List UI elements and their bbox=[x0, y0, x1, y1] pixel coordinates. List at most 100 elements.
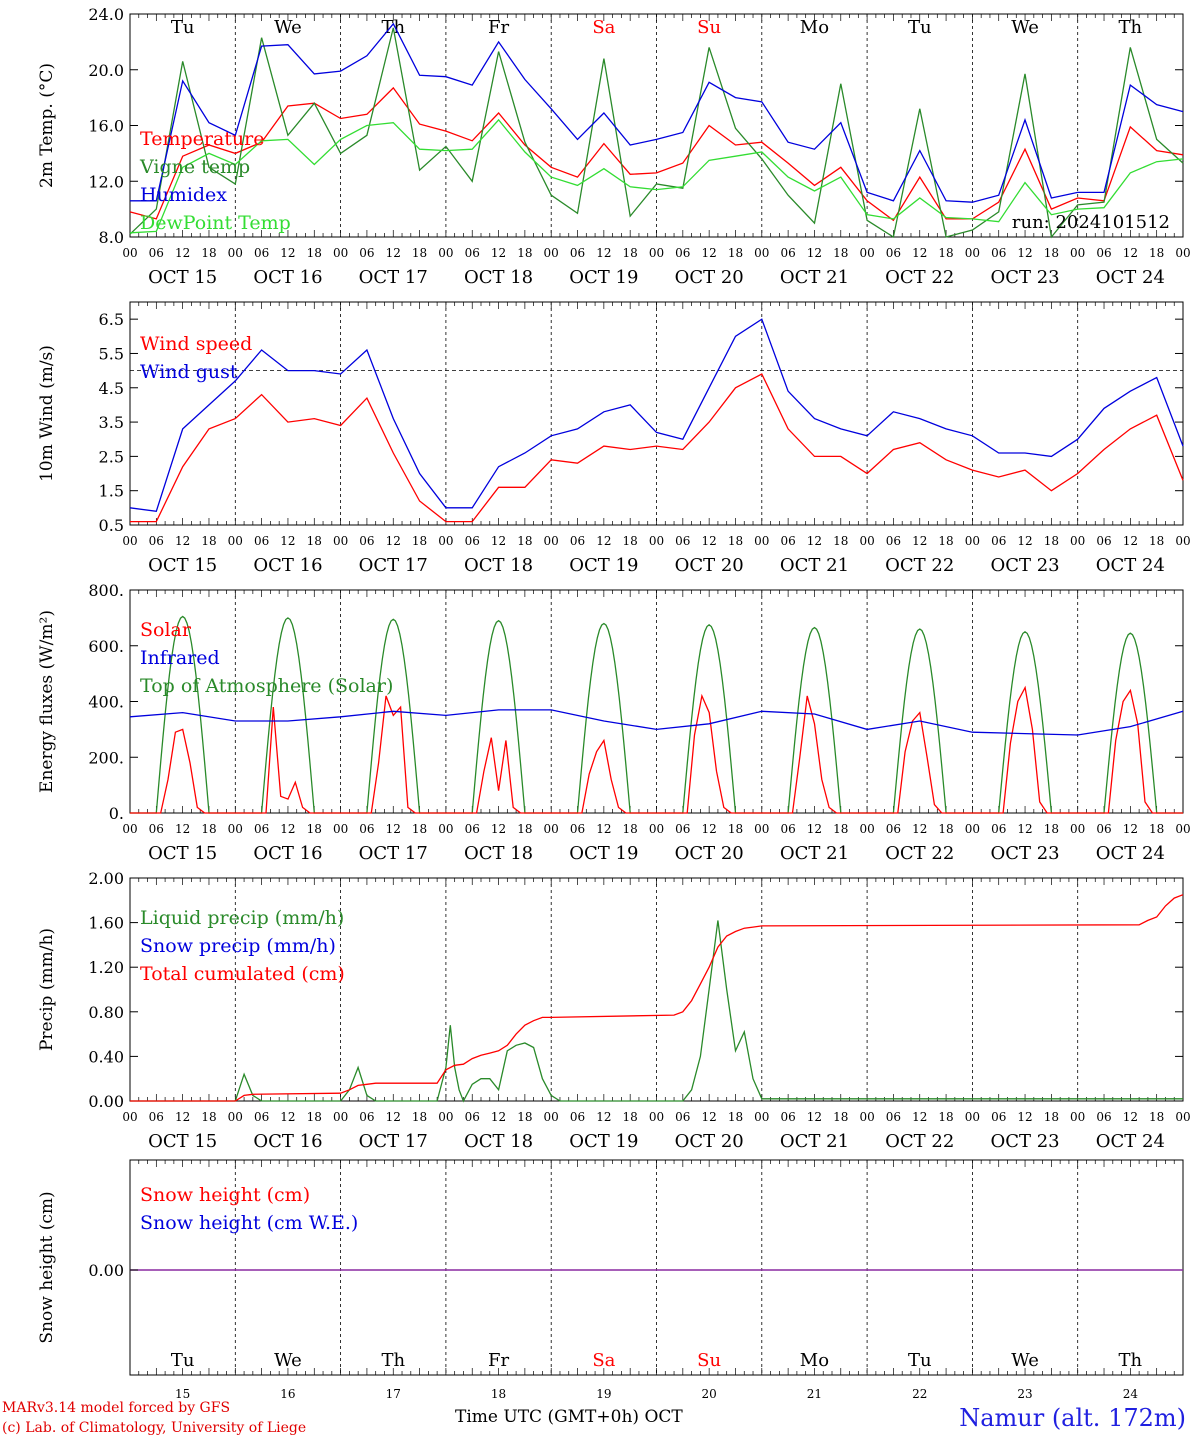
hour-tick-label: 18 bbox=[1149, 246, 1164, 260]
hour-tick-label: 06 bbox=[991, 246, 1006, 260]
legend-entry: DewPoint Temp bbox=[140, 212, 291, 234]
weekday-label: We bbox=[274, 1350, 302, 1371]
hour-tick-label: 18 bbox=[201, 1110, 216, 1124]
hour-tick-label: 00 bbox=[122, 246, 137, 260]
y-tick-label: 6.5 bbox=[99, 310, 124, 329]
hour-tick-label: 06 bbox=[780, 822, 795, 836]
panel-frame-2 bbox=[129, 301, 1184, 526]
hour-tick-label: 12 bbox=[491, 534, 506, 548]
hour-tick-label: 12 bbox=[280, 822, 295, 836]
hour-tick-label: 00 bbox=[1175, 246, 1190, 260]
y-tick-label: 0.40 bbox=[88, 1047, 124, 1066]
hour-tick-label: 06 bbox=[886, 822, 901, 836]
weekday-label: Fr bbox=[488, 17, 509, 38]
hour-tick-label: 18 bbox=[201, 246, 216, 260]
hour-tick-label: 18 bbox=[517, 246, 532, 260]
hour-tick-label: 18 bbox=[728, 1110, 743, 1124]
date-label: OCT 18 bbox=[464, 843, 533, 864]
y-tick-label: 0. bbox=[109, 804, 124, 823]
hour-tick-label: 06 bbox=[359, 822, 374, 836]
weekday-label: Mo bbox=[800, 1350, 829, 1371]
hour-tick-label: 00 bbox=[649, 534, 664, 548]
date-label: OCT 18 bbox=[464, 555, 533, 576]
day-number: 18 bbox=[491, 1387, 506, 1401]
date-label: OCT 22 bbox=[885, 1131, 954, 1152]
hour-tick-label: 12 bbox=[912, 246, 927, 260]
date-label: OCT 17 bbox=[359, 1131, 428, 1152]
hour-tick-label: 18 bbox=[938, 534, 953, 548]
hour-tick-label: 00 bbox=[228, 534, 243, 548]
hour-tick-label: 18 bbox=[517, 534, 532, 548]
hour-tick-label: 18 bbox=[623, 246, 638, 260]
legend-entry: Vigne temp bbox=[139, 156, 250, 178]
series-line bbox=[129, 709, 1184, 736]
hour-tick-label: 00 bbox=[965, 246, 980, 260]
date-label: OCT 22 bbox=[885, 267, 954, 288]
hour-tick-label: 06 bbox=[149, 822, 164, 836]
hour-tick-label: 12 bbox=[386, 822, 401, 836]
hour-tick-label: 00 bbox=[228, 246, 243, 260]
hour-tick-label: 18 bbox=[833, 246, 848, 260]
hour-tick-label: 18 bbox=[1149, 534, 1164, 548]
hour-tick-label: 06 bbox=[675, 822, 690, 836]
hour-tick-label: 06 bbox=[991, 822, 1006, 836]
series-line bbox=[129, 118, 1184, 234]
series-line bbox=[130, 373, 1184, 523]
hour-tick-label: 12 bbox=[491, 822, 506, 836]
hour-tick-label: 12 bbox=[807, 534, 822, 548]
hour-tick-label: 18 bbox=[517, 1110, 532, 1124]
hour-tick-label: 12 bbox=[280, 534, 295, 548]
hour-tick-label: 00 bbox=[1070, 822, 1085, 836]
hour-tick-label: 06 bbox=[465, 534, 480, 548]
hour-tick-label: 06 bbox=[780, 1110, 795, 1124]
y-tick-label: 600. bbox=[88, 637, 124, 656]
series-line bbox=[130, 894, 1184, 1102]
series-line bbox=[129, 27, 1184, 239]
hour-tick-label: 18 bbox=[307, 246, 322, 260]
hour-tick-label: 00 bbox=[1175, 822, 1190, 836]
hour-tick-label: 18 bbox=[1044, 246, 1059, 260]
hour-tick-label: 18 bbox=[1149, 822, 1164, 836]
hour-tick-label: 06 bbox=[886, 246, 901, 260]
hour-tick-label: 06 bbox=[780, 246, 795, 260]
hour-tick-label: 18 bbox=[938, 1110, 953, 1124]
date-label: OCT 17 bbox=[359, 555, 428, 576]
hour-tick-label: 00 bbox=[1175, 1110, 1190, 1124]
hour-tick-label: 12 bbox=[175, 534, 190, 548]
hour-tick-label: 06 bbox=[359, 534, 374, 548]
hour-tick-label: 00 bbox=[544, 1110, 559, 1124]
hour-tick-label: 06 bbox=[991, 1110, 1006, 1124]
run-annotation: run: 2024101512 bbox=[1012, 212, 1170, 233]
date-label: OCT 19 bbox=[569, 1131, 638, 1152]
y-tick-label: 3.5 bbox=[99, 413, 124, 432]
hour-tick-label: 12 bbox=[1017, 822, 1032, 836]
y-tick-label: 8.0 bbox=[99, 228, 124, 247]
hour-tick-label: 00 bbox=[122, 534, 137, 548]
hour-tick-label: 06 bbox=[1096, 1110, 1111, 1124]
hour-tick-label: 18 bbox=[201, 822, 216, 836]
hour-tick-label: 18 bbox=[412, 1110, 427, 1124]
hour-tick-label: 18 bbox=[1044, 1110, 1059, 1124]
weekday-label: Su bbox=[697, 17, 721, 38]
hour-tick-label: 12 bbox=[912, 822, 927, 836]
hour-tick-label: 00 bbox=[333, 1110, 348, 1124]
hour-tick-label: 18 bbox=[728, 246, 743, 260]
hour-tick-label: 12 bbox=[491, 1110, 506, 1124]
series-line bbox=[130, 685, 1183, 814]
y-tick-label: 0.00 bbox=[88, 1092, 124, 1111]
hour-tick-label: 06 bbox=[570, 822, 585, 836]
y-tick-label: 1.60 bbox=[88, 914, 124, 933]
weekday-label: Tu bbox=[908, 17, 932, 38]
hour-tick-label: 00 bbox=[965, 534, 980, 548]
series-line bbox=[129, 318, 1184, 513]
hour-tick-label: 06 bbox=[359, 1110, 374, 1124]
hour-tick-label: 06 bbox=[254, 1110, 269, 1124]
hour-tick-label: 18 bbox=[728, 534, 743, 548]
date-label: OCT 16 bbox=[253, 555, 322, 576]
hour-tick-label: 18 bbox=[623, 534, 638, 548]
date-label: OCT 23 bbox=[990, 1131, 1059, 1152]
hour-tick-label: 12 bbox=[596, 246, 611, 260]
weekday-label: We bbox=[1011, 17, 1039, 38]
weekday-label: Tu bbox=[908, 1350, 932, 1371]
hour-tick-label: 12 bbox=[702, 534, 717, 548]
